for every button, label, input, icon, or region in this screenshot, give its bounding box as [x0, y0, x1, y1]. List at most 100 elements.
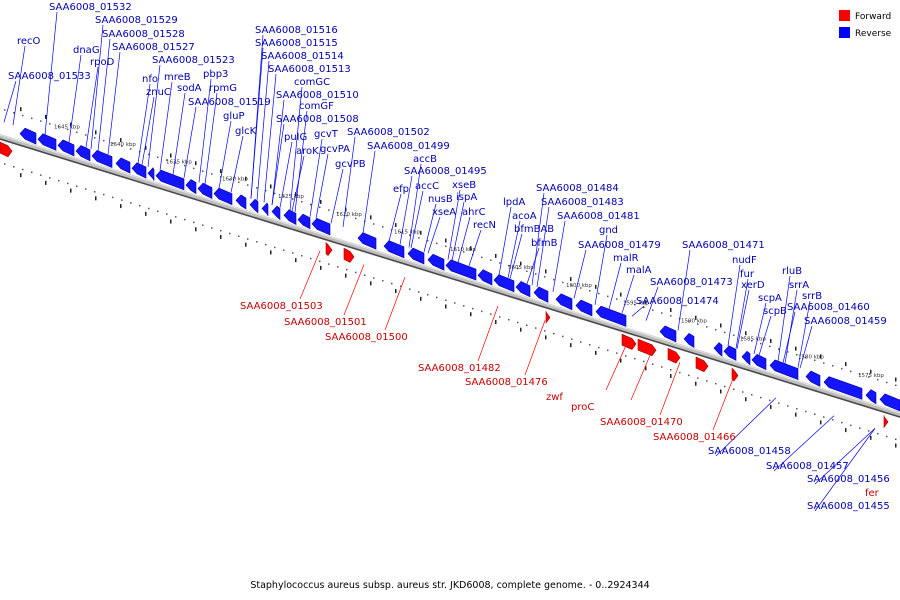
gene-label[interactable]: proC	[571, 402, 594, 413]
gene-label[interactable]: mreB	[164, 72, 191, 83]
scale-dot	[841, 421, 843, 424]
scale-tick	[420, 296, 422, 301]
scale-tick-label: 1590 kbp	[681, 318, 707, 324]
gene-label[interactable]: bfmB	[531, 238, 558, 249]
gene-label[interactable]: xseB	[452, 180, 476, 191]
gene-label[interactable]: ispA	[456, 192, 477, 203]
gene-label[interactable]: SAA6008_01513	[268, 64, 351, 75]
scale-tick	[370, 215, 372, 220]
gene-label[interactable]: nusB	[428, 194, 453, 205]
gene-label[interactable]: SAA6008_01459	[804, 316, 887, 327]
gene-label[interactable]: dnaG	[73, 45, 100, 56]
gene-label[interactable]: gcvPB	[335, 159, 366, 170]
gene-label[interactable]: gcvT	[314, 129, 339, 140]
gene-label[interactable]: gnd	[599, 225, 618, 236]
scale-dot	[139, 204, 141, 207]
gene-label[interactable]: SAA6008_01529	[95, 15, 178, 26]
scale-dot	[805, 356, 807, 359]
scale-tick	[845, 362, 847, 367]
gene-label[interactable]: gluP	[223, 111, 245, 122]
gene-label[interactable]: xseA	[432, 207, 456, 218]
gene-label[interactable]: pbp3	[203, 69, 228, 80]
gene-label[interactable]: accB	[413, 154, 437, 165]
gene-label[interactable]: SAA6008_01495	[404, 166, 487, 177]
gene-label[interactable]: SAA6008_01515	[255, 38, 338, 49]
gene-label[interactable]: pulG	[284, 132, 307, 143]
gene-label[interactable]: gcvPA	[320, 144, 350, 155]
gene-label[interactable]: scpB	[763, 306, 787, 317]
gene-label[interactable]: SAA6008_01460	[787, 302, 870, 313]
gene-label[interactable]: SAA6008_01474	[636, 296, 719, 307]
gene-label[interactable]: SAA6008_01502	[347, 127, 430, 138]
gene-label[interactable]: SAA6008_01500	[325, 332, 408, 343]
gene-label[interactable]: SAA6008_01499	[367, 141, 450, 152]
scale-dot	[490, 313, 492, 315]
gene-label[interactable]: glcK	[235, 126, 257, 137]
gene-label[interactable]: SAA6008_01508	[276, 114, 359, 125]
gene-label[interactable]: malR	[613, 253, 639, 264]
gene-label[interactable]: SAA6008_01458	[708, 446, 791, 457]
gene-label[interactable]: SAA6008_01483	[541, 197, 624, 208]
leader-line	[183, 106, 197, 178]
scale-tick	[520, 261, 522, 266]
gene-label[interactable]: SAA6008_01473	[650, 277, 733, 288]
gene-label[interactable]: accC	[415, 181, 439, 192]
reverse-gene-arrow	[407, 247, 425, 265]
scale-dot	[247, 184, 249, 186]
gene-label[interactable]: SAA6008_01455	[807, 501, 890, 512]
gene-label[interactable]: SAA6008_01457	[766, 461, 849, 472]
gene-label[interactable]: ahrC	[462, 207, 486, 218]
gene-label[interactable]: rpoD	[90, 57, 115, 68]
gene-label[interactable]: aroK	[296, 146, 319, 157]
gene-label[interactable]: SAA6008_01470	[600, 417, 683, 428]
gene-label[interactable]: srrA	[789, 280, 809, 291]
gene-label[interactable]: srrB	[802, 291, 822, 302]
gene-label[interactable]: SAA6008_01527	[112, 42, 195, 53]
gene-label[interactable]: SAA6008_01484	[536, 183, 619, 194]
scale-dot	[751, 394, 753, 396]
gene-label[interactable]: SAA6008_01523	[152, 55, 235, 66]
gene-label[interactable]: SAA6008_01482	[418, 363, 501, 374]
gene-label[interactable]: recN	[473, 220, 496, 231]
gene-label[interactable]: nfo	[142, 74, 158, 85]
scale-tick	[220, 234, 222, 239]
gene-label[interactable]: lpdA	[503, 197, 525, 208]
gene-label[interactable]: SAA6008_01528	[102, 29, 185, 40]
gene-label[interactable]: SAA6008_01533	[8, 71, 91, 82]
gene-label[interactable]: rluB	[782, 266, 802, 277]
gene-label[interactable]: SAA6008_01501	[284, 317, 367, 328]
gene-label[interactable]: nudF	[732, 255, 757, 266]
reverse-gene-arrow	[445, 259, 477, 281]
gene-label[interactable]: SAA6008_01479	[578, 240, 661, 251]
scale-dot	[310, 203, 312, 206]
gene-label[interactable]: bfmBAB	[514, 224, 554, 235]
gene-label[interactable]: SAA6008_01456	[807, 474, 890, 485]
gene-label[interactable]: comGF	[299, 101, 334, 112]
gene-label[interactable]: comGC	[294, 77, 330, 88]
gene-label[interactable]: SAA6008_01481	[557, 211, 640, 222]
gene-label[interactable]: SAA6008_01516	[255, 25, 338, 36]
gene-label[interactable]: fer	[865, 488, 880, 499]
gene-label[interactable]: zwf	[546, 392, 563, 403]
gene-label[interactable]: SAA6008_01532	[49, 2, 132, 13]
gene-label[interactable]: znuC	[146, 87, 171, 98]
gene-label[interactable]: SAA6008_01476	[465, 377, 548, 388]
scale-dot	[589, 290, 591, 292]
gene-label[interactable]: rpmG	[209, 83, 237, 94]
gene-label[interactable]: SAA6008_01471	[682, 240, 765, 251]
gene-label[interactable]: efp	[393, 184, 409, 195]
gene-label[interactable]: xerD	[741, 280, 765, 291]
gene-label[interactable]: sodA	[177, 83, 202, 94]
gene-label[interactable]: SAA6008_01503	[240, 301, 323, 312]
gene-label[interactable]: fur	[740, 269, 755, 280]
scale-tick	[495, 253, 497, 258]
gene-label[interactable]: recO	[17, 36, 41, 47]
gene-label[interactable]: acoA	[512, 211, 537, 222]
gene-label[interactable]: SAA6008_01514	[261, 51, 344, 62]
gene-label[interactable]: SAA6008_01510	[276, 90, 359, 101]
gene-label[interactable]: SAA6008_01519	[188, 97, 271, 108]
gene-label[interactable]: scpA	[758, 293, 782, 304]
gene-label[interactable]: malA	[626, 265, 652, 276]
leader-line	[141, 96, 155, 165]
gene-label[interactable]: SAA6008_01466	[653, 432, 736, 443]
